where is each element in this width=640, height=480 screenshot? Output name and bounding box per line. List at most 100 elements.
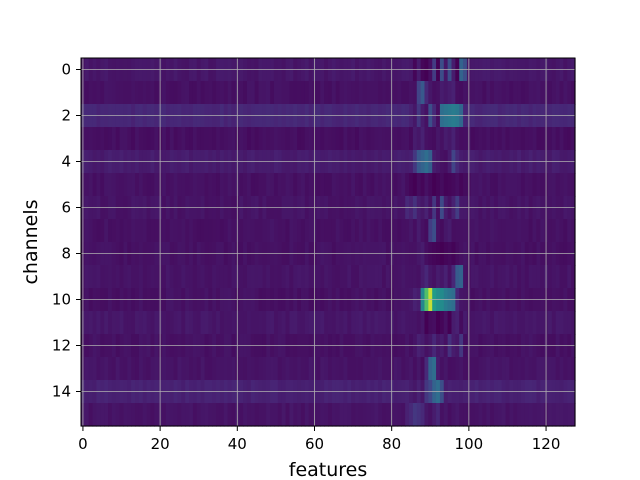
heatmap-cell [223,265,229,289]
heatmap-cell [474,311,480,335]
heatmap-cell [293,173,298,197]
heatmap-cell [551,219,557,243]
heatmap-cell [239,127,244,151]
heatmap-cell [185,219,190,243]
heatmap-cell [412,311,418,335]
heatmap-cell [281,219,287,243]
heatmap-cell [138,127,144,151]
heatmap-cell [416,311,422,335]
heatmap-cell [135,311,140,335]
heatmap-cell [436,311,441,335]
heatmap-cell [204,219,209,243]
heatmap-cell [355,173,360,197]
heatmap-cell [331,265,337,289]
heatmap-cell [150,357,155,381]
heatmap-cell [505,127,510,151]
heatmap-cell [204,265,209,289]
heatmap-cell [385,219,391,243]
heatmap-cell [92,357,98,381]
heatmap-cell [173,173,179,197]
heatmap-cell [420,265,426,289]
heatmap-cell [470,357,476,381]
heatmap-cell [447,127,453,151]
heatmap-cell [316,265,321,289]
heatmap-cell [443,357,449,381]
heatmap-cell [231,173,236,197]
heatmap-cell [563,357,568,381]
heatmap-cell [123,265,128,289]
heatmap-cell [447,311,453,335]
heatmap-cell [482,219,487,243]
heatmap-cell [192,219,198,243]
heatmap-cell [420,357,426,381]
heatmap-cell [131,173,136,197]
heatmap-cell [463,311,468,335]
heatmap-cell [111,357,117,381]
heatmap-cell [443,265,449,289]
heatmap-cell [385,357,391,381]
heatmap-cell [250,265,256,289]
heatmap-cell [324,403,329,427]
heatmap-cell [297,403,302,427]
heatmap-cell [482,173,487,197]
heatmap-cell [532,311,538,335]
heatmap-cell [308,219,314,243]
heatmap-cell [424,265,429,289]
heatmap-cell [370,127,375,151]
heatmap-cell [362,357,368,381]
heatmap-cell [439,219,445,243]
heatmap-cell [355,357,360,381]
heatmap-cell [285,311,291,335]
heatmap-cell [123,403,128,427]
heatmap-cell [474,403,480,427]
heatmap-cell [547,403,553,427]
heatmap-cell [266,403,271,427]
heatmap-cell [119,173,125,197]
heatmap-cell [262,311,267,335]
heatmap-cell [243,403,248,427]
heatmap-cell [335,219,341,243]
heatmap-cell [165,127,171,151]
heatmap-cell [270,265,275,289]
heatmap-cell [339,311,345,335]
heatmap-cell [324,357,329,381]
heatmap-cell [328,311,333,335]
heatmap-cell [416,265,422,289]
heatmap-cell [351,265,356,289]
heatmap-cell [331,173,337,197]
heatmap-cell [219,357,225,381]
heatmap-cell [474,357,480,381]
heatmap-cell [127,173,132,197]
heatmap-cell [142,311,148,335]
heatmap-cell [401,265,406,289]
heatmap-cell [351,81,356,105]
heatmap-cell [393,219,399,243]
heatmap-cell [316,219,321,243]
heatmap-cell [505,219,510,243]
heatmap-cell [501,219,507,243]
heatmap-cell [239,357,244,381]
heatmap-cell [451,357,456,381]
heatmap-cell [520,219,526,243]
heatmap-cell [409,173,414,197]
heatmap-cell [324,265,329,289]
heatmap-cell [181,403,186,427]
heatmap-cell [493,127,499,151]
heatmap-cell [428,403,433,427]
heatmap-cell [146,173,152,197]
heatmap-cell [216,81,221,105]
heatmap-cell [219,403,225,427]
heatmap-cell [567,265,572,289]
heatmap-cell [420,81,426,105]
heatmap-cell [443,219,449,243]
heatmap-cell [293,219,298,243]
heatmap-cell [412,81,418,105]
heatmap-cell [304,403,310,427]
heatmap-cell [165,357,171,381]
heatmap-cell [509,403,514,427]
heatmap-cell [135,81,140,105]
heatmap-cell [273,403,279,427]
heatmap-cell [513,265,518,289]
heatmap-cell [355,265,360,289]
heatmap-cell [181,357,186,381]
